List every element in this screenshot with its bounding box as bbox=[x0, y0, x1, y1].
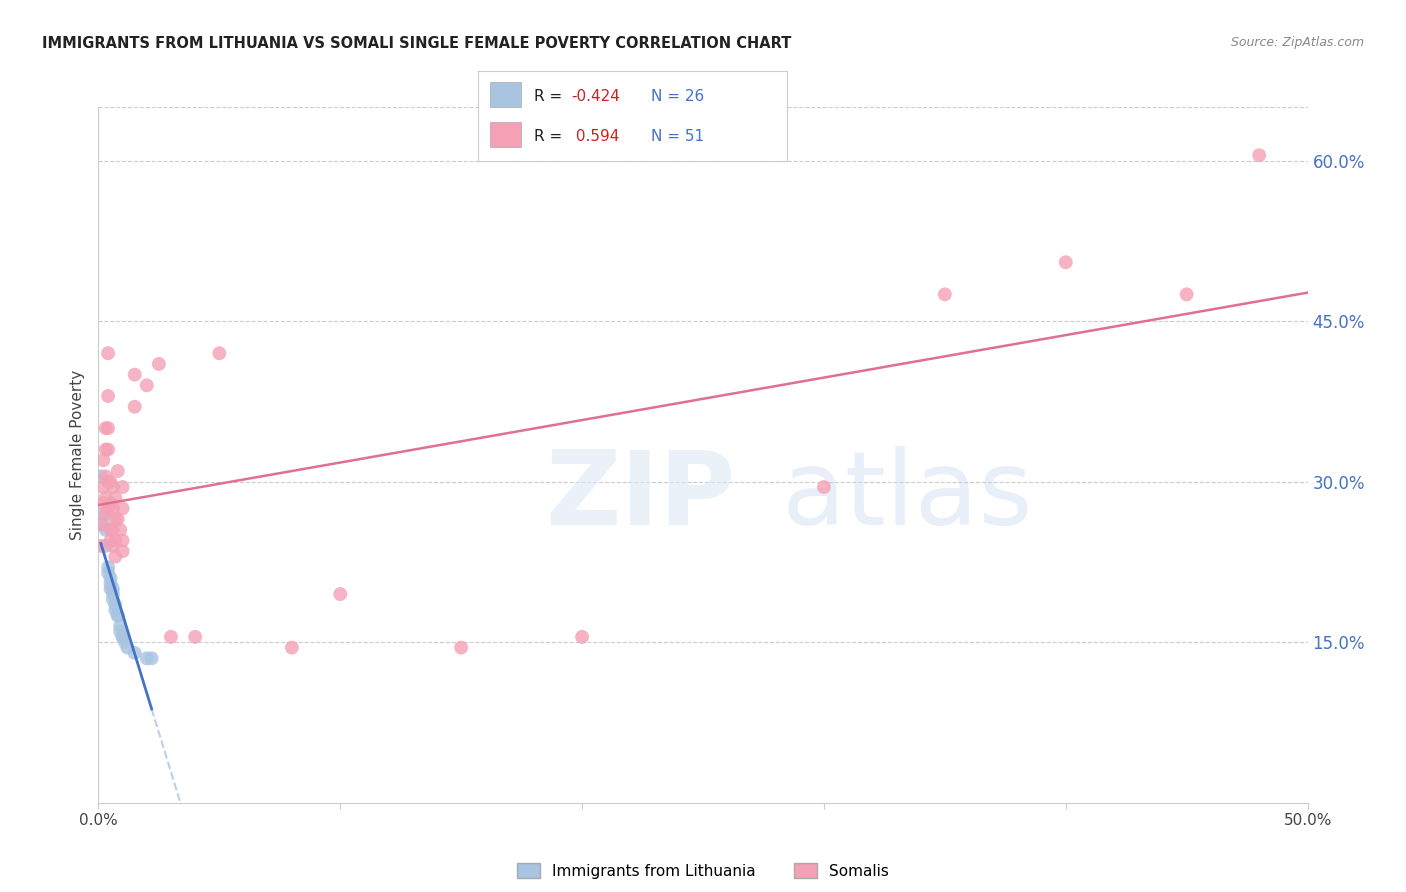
Point bbox=[101, 582, 124, 596]
Point bbox=[94, 491, 117, 505]
Point bbox=[107, 464, 129, 478]
Point bbox=[148, 357, 170, 371]
Point bbox=[101, 501, 124, 516]
Legend: Immigrants from Lithuania, Somalis: Immigrants from Lithuania, Somalis bbox=[517, 863, 889, 879]
Text: 0.594: 0.594 bbox=[571, 129, 619, 144]
Y-axis label: Single Female Poverty: Single Female Poverty bbox=[70, 370, 86, 540]
Point bbox=[107, 608, 129, 623]
Point bbox=[91, 517, 114, 532]
Text: R =: R = bbox=[534, 129, 567, 144]
Point bbox=[107, 512, 129, 526]
Point bbox=[111, 630, 134, 644]
Point bbox=[450, 640, 472, 655]
Point bbox=[94, 507, 117, 521]
Point bbox=[94, 421, 117, 435]
Point bbox=[104, 603, 127, 617]
Bar bbox=[491, 122, 522, 147]
Point bbox=[97, 346, 120, 360]
Point bbox=[101, 587, 124, 601]
Point bbox=[90, 517, 112, 532]
Text: Source: ZipAtlas.com: Source: ZipAtlas.com bbox=[1230, 36, 1364, 49]
Point bbox=[571, 630, 593, 644]
Text: -0.424: -0.424 bbox=[571, 89, 620, 103]
Point bbox=[111, 533, 134, 548]
Point bbox=[141, 651, 163, 665]
Point bbox=[111, 501, 134, 516]
Point bbox=[94, 539, 117, 553]
Point bbox=[114, 635, 136, 649]
Point bbox=[1249, 148, 1271, 162]
Point bbox=[104, 549, 127, 564]
Point bbox=[104, 533, 127, 548]
Bar bbox=[491, 82, 522, 107]
Point bbox=[94, 469, 117, 483]
Point bbox=[124, 400, 146, 414]
Text: N = 26: N = 26 bbox=[651, 89, 704, 103]
Point bbox=[281, 640, 304, 655]
Point bbox=[1175, 287, 1198, 301]
Text: N = 51: N = 51 bbox=[651, 129, 704, 144]
Point bbox=[111, 544, 134, 558]
Point bbox=[97, 389, 120, 403]
Point bbox=[117, 640, 139, 655]
Point bbox=[91, 496, 114, 510]
Point bbox=[160, 630, 183, 644]
Point bbox=[104, 598, 127, 612]
Point bbox=[208, 346, 231, 360]
Point bbox=[1054, 255, 1077, 269]
Point bbox=[90, 539, 112, 553]
Text: IMMIGRANTS FROM LITHUANIA VS SOMALI SINGLE FEMALE POVERTY CORRELATION CHART: IMMIGRANTS FROM LITHUANIA VS SOMALI SING… bbox=[42, 36, 792, 51]
Point bbox=[111, 480, 134, 494]
Point bbox=[135, 651, 157, 665]
Point bbox=[934, 287, 956, 301]
Point bbox=[100, 533, 122, 548]
Point bbox=[97, 442, 120, 457]
Point bbox=[100, 496, 122, 510]
Point bbox=[329, 587, 352, 601]
Point bbox=[101, 523, 124, 537]
Point bbox=[111, 630, 134, 644]
Point bbox=[97, 560, 120, 574]
Point bbox=[124, 368, 146, 382]
Point bbox=[100, 475, 122, 489]
Text: ZIP: ZIP bbox=[546, 446, 737, 547]
Point bbox=[94, 442, 117, 457]
Point bbox=[100, 576, 122, 591]
Point bbox=[91, 507, 114, 521]
Point bbox=[90, 469, 112, 483]
Point bbox=[104, 512, 127, 526]
Point bbox=[813, 480, 835, 494]
Point bbox=[91, 453, 114, 467]
Point bbox=[108, 624, 131, 639]
Point bbox=[94, 523, 117, 537]
Text: R =: R = bbox=[534, 89, 567, 103]
Point bbox=[100, 582, 122, 596]
Point bbox=[101, 592, 124, 607]
Point bbox=[184, 630, 207, 644]
Point bbox=[108, 619, 131, 633]
Point bbox=[108, 523, 131, 537]
Point bbox=[101, 480, 124, 494]
Point bbox=[107, 608, 129, 623]
Point bbox=[100, 523, 122, 537]
Text: atlas: atlas bbox=[782, 446, 1033, 547]
Point bbox=[91, 480, 114, 494]
Point bbox=[100, 571, 122, 585]
Point bbox=[104, 491, 127, 505]
Point bbox=[124, 646, 146, 660]
Point bbox=[101, 539, 124, 553]
Point bbox=[97, 566, 120, 580]
Point bbox=[97, 421, 120, 435]
Point bbox=[97, 475, 120, 489]
Point bbox=[135, 378, 157, 392]
Point bbox=[97, 501, 120, 516]
